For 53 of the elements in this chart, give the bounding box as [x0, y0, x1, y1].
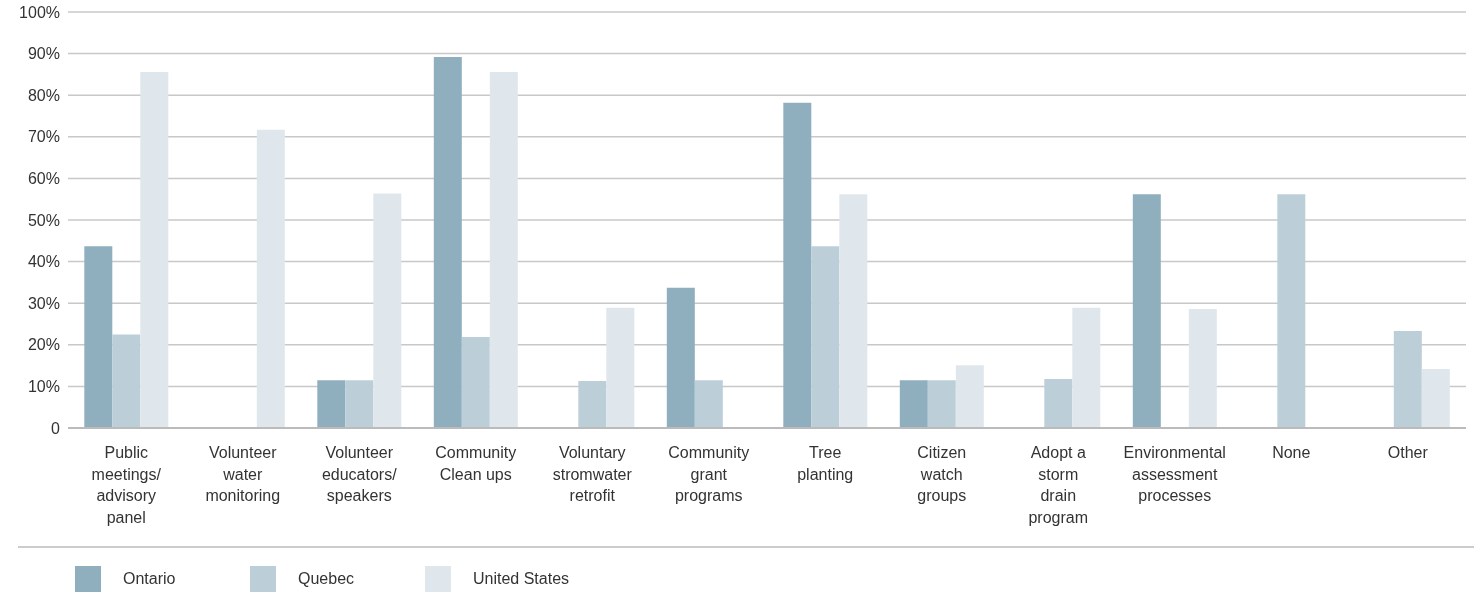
x-tick-label: Public meetings/ advisory panel [91, 444, 162, 526]
y-tick-label: 60% [27, 170, 60, 188]
bar [694, 380, 723, 428]
x-tick-label: Volunteer educators/ speakers [321, 444, 398, 504]
bar [256, 129, 285, 428]
bar [1044, 378, 1073, 428]
bar [606, 307, 635, 428]
bar [1132, 194, 1161, 428]
x-tick-label: Tree planting [797, 444, 854, 483]
legend-label: United States [473, 570, 570, 588]
bar [927, 380, 956, 428]
y-tick-label: 20% [27, 336, 60, 354]
bar [839, 194, 868, 428]
bar [811, 246, 840, 428]
x-tick-label: Other [1387, 444, 1429, 461]
y-tick-label: 50% [27, 211, 60, 229]
bar [317, 380, 346, 428]
bar [433, 56, 462, 428]
y-tick-label: 0 [51, 419, 61, 437]
y-tick-label: 10% [27, 378, 60, 396]
x-tick-label: Voluntary stromwater retrofit [552, 444, 633, 504]
bar [489, 71, 518, 428]
bar [112, 334, 141, 428]
bar [373, 193, 402, 428]
bar [140, 71, 169, 428]
legend-label: Quebec [298, 570, 355, 588]
x-tick-label: Community grant programs [668, 444, 750, 504]
bar [1188, 309, 1217, 428]
bar [345, 380, 374, 428]
bar [1072, 307, 1101, 428]
x-tick-label: None [1272, 444, 1311, 461]
x-tick-label: Environmental assessment processes [1123, 444, 1226, 504]
x-tick-label: Adopt a storm drain program [1028, 444, 1089, 526]
bar [1277, 194, 1306, 428]
bar [666, 287, 695, 428]
x-tick-label: Citizen watch groups [917, 444, 967, 504]
y-tick-label: 70% [27, 128, 60, 146]
x-tick-label: Volunteer water monitoring [205, 444, 281, 504]
legend-label: Ontario [123, 570, 176, 588]
bar [1421, 368, 1450, 428]
bar [84, 246, 113, 428]
bar [461, 336, 490, 428]
y-tick-label: 80% [27, 86, 60, 104]
x-tick-label: Community Clean ups [435, 444, 517, 483]
bar [899, 380, 928, 428]
y-tick-label: 90% [27, 45, 60, 63]
bar [1393, 331, 1422, 428]
y-tick-label: 40% [27, 253, 60, 271]
bar [955, 365, 984, 428]
y-tick-label: 100% [19, 3, 60, 21]
y-tick-label: 30% [27, 294, 60, 312]
bar [578, 380, 607, 428]
bar [783, 102, 812, 428]
